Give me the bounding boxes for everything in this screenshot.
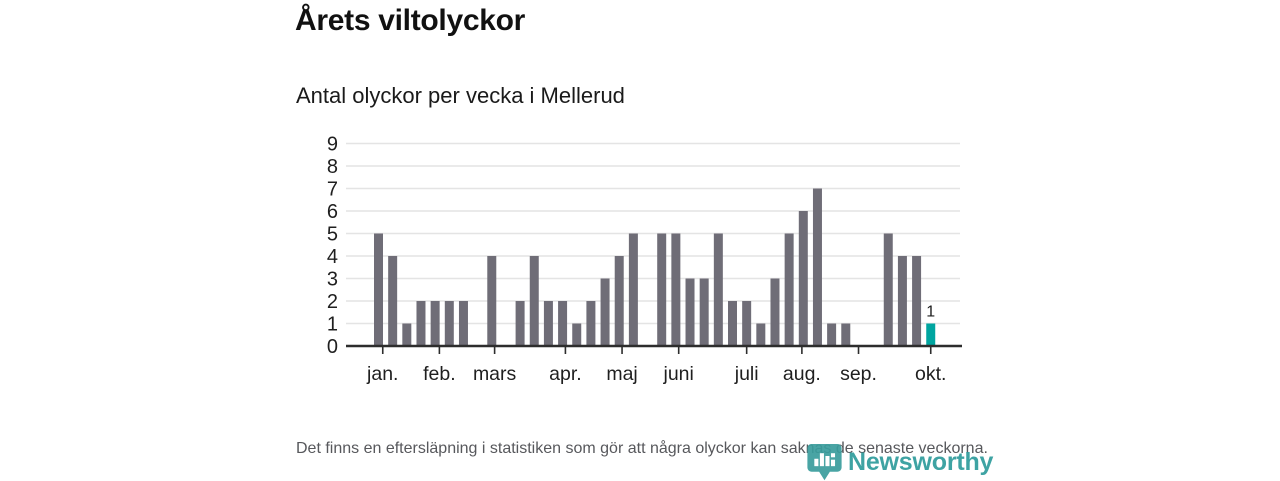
bar xyxy=(798,211,808,346)
x-axis-month-label: sep. xyxy=(840,363,877,385)
bar xyxy=(699,278,709,346)
highlight-value-label: 1 xyxy=(926,304,935,321)
y-axis-tick-label: 1 xyxy=(327,314,338,336)
bar xyxy=(515,301,525,346)
bar xyxy=(430,301,440,346)
chart-subtitle: Antal olyckor per vecka i Mellerud xyxy=(296,83,625,108)
x-axis-month-label: feb. xyxy=(423,363,456,385)
bar xyxy=(558,301,568,346)
bar xyxy=(756,323,766,346)
x-axis-month-label: juli xyxy=(734,363,759,385)
x-axis-month-label: aug. xyxy=(783,363,821,385)
bar xyxy=(614,256,624,346)
bar xyxy=(897,256,907,346)
newsworthy-logo-icon xyxy=(807,443,842,481)
bar xyxy=(572,323,582,346)
x-axis-month-label: mars xyxy=(473,363,517,385)
bar xyxy=(912,256,922,346)
bar xyxy=(827,323,837,346)
x-axis-month-label: apr. xyxy=(549,363,582,385)
bar xyxy=(458,301,468,346)
x-axis-month-label: okt. xyxy=(915,363,946,385)
bar xyxy=(487,256,497,346)
y-axis-tick-label: 7 xyxy=(327,179,338,201)
y-axis-tick-label: 9 xyxy=(327,134,338,156)
bar xyxy=(841,323,851,346)
bar xyxy=(600,278,610,346)
y-axis-tick-label: 3 xyxy=(327,269,338,291)
bar xyxy=(812,188,822,346)
bar xyxy=(586,301,596,346)
bar xyxy=(770,278,780,346)
bar xyxy=(671,233,681,346)
bar xyxy=(628,233,638,346)
y-axis-tick-label: 8 xyxy=(327,156,338,178)
x-axis-month-label: jan. xyxy=(366,363,398,385)
bar xyxy=(742,301,752,346)
y-axis-tick-label: 4 xyxy=(327,246,338,268)
bar xyxy=(529,256,539,346)
x-axis-month-label: juni xyxy=(663,363,694,385)
y-axis-tick-label: 2 xyxy=(327,291,338,313)
highlighted-bar xyxy=(926,323,936,346)
bar xyxy=(543,301,553,346)
page-title: Årets viltolyckor xyxy=(295,4,525,37)
bar xyxy=(685,278,695,346)
bar xyxy=(883,233,893,346)
newsworthy-logo: Newsworthy xyxy=(806,443,993,481)
bar xyxy=(657,233,667,346)
bar xyxy=(388,256,398,346)
bar xyxy=(444,301,454,346)
bar xyxy=(784,233,794,346)
x-axis-month-label: maj xyxy=(606,363,637,385)
bar xyxy=(713,233,723,346)
bar xyxy=(416,301,426,346)
y-axis-tick-label: 5 xyxy=(327,224,338,246)
newsworthy-wordmark: Newsworthy xyxy=(848,447,994,476)
bar xyxy=(728,301,737,346)
bar xyxy=(402,323,412,346)
bar-chart: 0 1 2 3 4 5 6 7 8 9 1 jan. feb. mars apr. maj juni juli au… xyxy=(310,128,970,398)
y-axis-tick-label: 6 xyxy=(327,201,338,223)
y-axis-tick-label: 0 xyxy=(327,336,338,358)
bar xyxy=(374,233,383,346)
